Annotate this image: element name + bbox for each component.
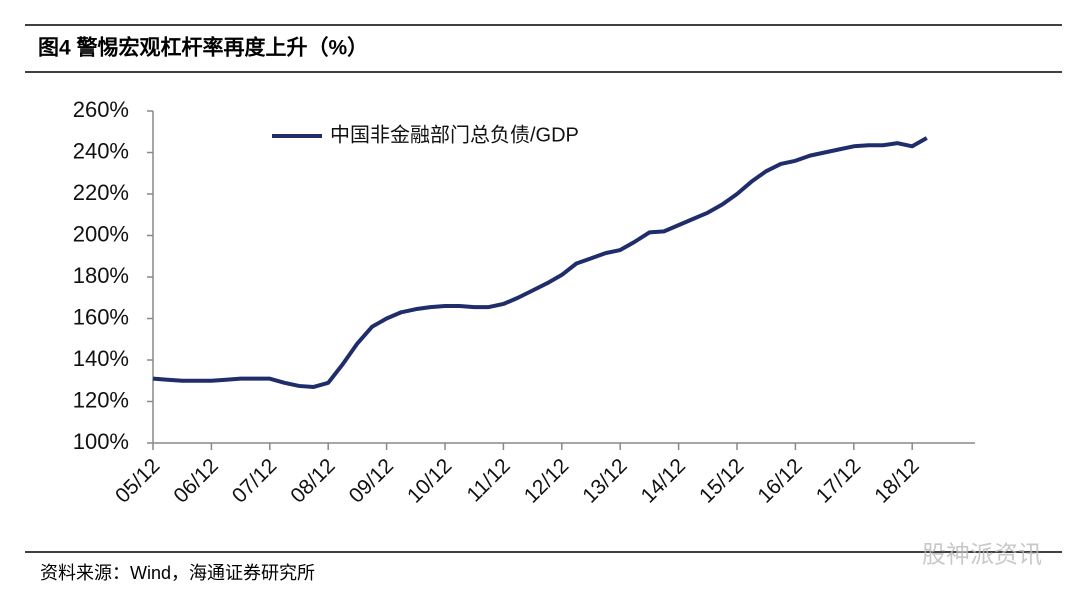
x-tick-label: 15/12: [695, 454, 748, 507]
y-tick-label: 220%: [73, 180, 129, 205]
x-tick-label: 09/12: [345, 454, 398, 507]
y-tick-label: 140%: [73, 346, 129, 371]
x-tick-label: 10/12: [403, 454, 456, 507]
line: [152, 136, 928, 389]
y-tick-label: 100%: [73, 429, 129, 454]
x-tick-label: 14/12: [637, 454, 690, 507]
watermark: 股神派资讯: [922, 541, 1042, 568]
x-tick-label: 12/12: [520, 454, 573, 507]
x-tick-label: 08/12: [286, 454, 339, 507]
x-tick-label: 05/12: [111, 454, 164, 507]
x-tick-label: 13/12: [578, 454, 631, 507]
x-tick-label: 06/12: [169, 454, 222, 507]
y-tick-label: 180%: [73, 263, 129, 288]
x-tick-label: 16/12: [753, 454, 806, 507]
x-tick-label: 18/12: [870, 454, 923, 507]
y-tick-label: 260%: [73, 97, 129, 122]
chart-title: 图4 警惕宏观杠杆率再度上升（%）: [38, 36, 368, 60]
y-tick-label: 120%: [73, 387, 129, 412]
x-tick-label: 17/12: [812, 454, 865, 507]
source: 资料来源：Wind，海通证券研究所: [40, 563, 315, 583]
x-tick-label: 07/12: [228, 454, 281, 507]
x-tick-label: 11/12: [463, 454, 515, 506]
legend-label: 中国非金融部门总负债/GDP: [330, 123, 579, 146]
y-tick-label: 240%: [73, 138, 129, 163]
y-tick-label: 160%: [73, 304, 129, 329]
y-tick-label: 200%: [73, 221, 129, 246]
